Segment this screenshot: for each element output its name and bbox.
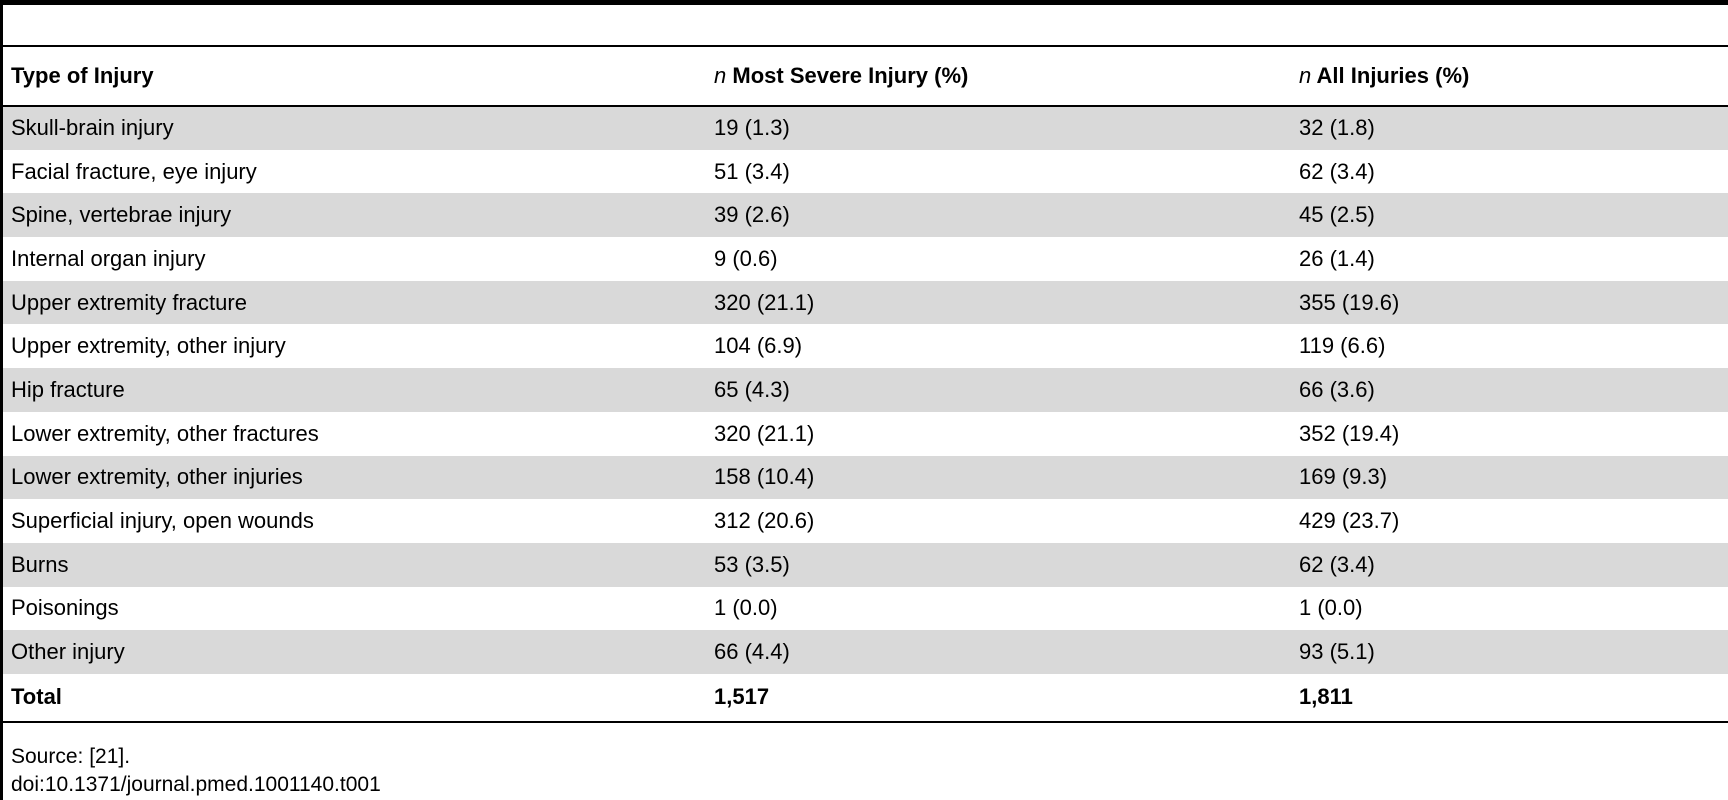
cell-most-severe: 320 (21.1)	[714, 420, 815, 446]
table-row: Other injury 66 (4.4) 93 (5.1)	[3, 630, 1728, 674]
cell-type: Lower extremity, other injuries	[11, 464, 303, 490]
cell-most-severe: 53 (3.5)	[714, 551, 790, 577]
left-rule	[0, 0, 3, 800]
table-row: Hip fracture 65 (4.3) 66 (3.6)	[3, 368, 1728, 412]
table-header-row: Type of Injury n Most Severe Injury (%) …	[3, 46, 1728, 106]
cell-type: Hip fracture	[11, 376, 125, 402]
table-row: Lower extremity, other injuries 158 (10.4…	[3, 455, 1728, 500]
table-row: Upper extremity, other injury 104 (6.9) 11…	[3, 324, 1728, 369]
header-all-label: All Injuries (%)	[1316, 63, 1470, 88]
cell-all: 62 (3.4)	[1299, 551, 1375, 577]
cell-type: Upper extremity fracture	[11, 289, 247, 315]
cell-type: Other injury	[11, 639, 125, 665]
table-row: Upper extremity fracture 320 (21.1) 355 (1…	[3, 280, 1728, 325]
cell-all: 1 (0.0)	[1299, 595, 1363, 621]
table-row: Spine, vertebrae injury 39 (2.6) 45 (2.5)	[3, 193, 1728, 238]
total-most-severe: 1,517	[714, 684, 770, 710]
cell-most-severe: 9 (0.6)	[714, 245, 778, 271]
total-all: 1,811	[1299, 684, 1353, 710]
table-row: Facial fracture, eye injury 51 (3.4) 62 (3…	[3, 149, 1728, 194]
top-rule	[0, 0, 1728, 5]
cell-type: Superficial injury, open wounds	[11, 508, 314, 534]
table-row: Poisonings 1 (0.0) 1 (0.0)	[3, 586, 1728, 631]
cell-most-severe: 39 (2.6)	[714, 202, 790, 228]
cell-type: Facial fracture, eye injury	[11, 158, 257, 184]
table-footnotes: Source: [21]. doi:10.1371/journal.pmed.1…	[11, 743, 381, 799]
cell-type: Burns	[11, 551, 69, 577]
cell-all: 66 (3.6)	[1299, 376, 1375, 402]
cell-all: 352 (19.4)	[1299, 420, 1400, 446]
header-most-severe-injury: n Most Severe Injury (%)	[706, 46, 1291, 106]
cell-all: 45 (2.5)	[1299, 202, 1375, 228]
header-most-severe-label: Most Severe Injury (%)	[732, 63, 969, 88]
header-all-injuries: n All Injuries (%)	[1291, 46, 1728, 106]
table-row: Internal organ injury 9 (0.6) 26 (1.4)	[3, 237, 1728, 281]
cell-most-severe: 158 (10.4)	[714, 464, 815, 490]
cell-all: 355 (19.6)	[1299, 289, 1400, 315]
cell-most-severe: 104 (6.9)	[714, 333, 803, 359]
source-note: Source: [21].	[11, 745, 131, 768]
cell-all: 119 (6.6)	[1299, 333, 1386, 359]
cell-type: Internal organ injury	[11, 245, 206, 271]
table-row: Burns 53 (3.5) 62 (3.4)	[3, 542, 1728, 587]
cell-type: Lower extremity, other fractures	[11, 420, 319, 446]
doi-note: doi:10.1371/journal.pmed.1001140.t001	[11, 773, 381, 796]
cell-type: Poisonings	[11, 595, 119, 621]
cell-most-severe: 320 (21.1)	[714, 289, 815, 315]
cell-all: 62 (3.4)	[1299, 158, 1375, 184]
cell-type: Spine, vertebrae injury	[11, 202, 232, 228]
cell-most-severe: 51 (3.4)	[714, 158, 790, 184]
header-most-severe-n: n	[714, 63, 727, 88]
cell-most-severe: 1 (0.0)	[714, 595, 778, 621]
cell-most-severe: 312 (20.6)	[714, 508, 815, 534]
cell-all: 93 (5.1)	[1299, 639, 1375, 665]
cell-type: Upper extremity, other injury	[11, 333, 286, 359]
total-label: Total	[11, 684, 62, 710]
table-row: Skull-brain injury 19 (1.3) 32 (1.8)	[3, 106, 1728, 150]
cell-all: 169 (9.3)	[1299, 464, 1388, 490]
cell-all: 26 (1.4)	[1299, 245, 1375, 271]
cell-all: 32 (1.8)	[1299, 115, 1375, 141]
table-body: Skull-brain injury 19 (1.3) 32 (1.8) Facial…	[3, 106, 1728, 674]
header-all-n: n	[1299, 63, 1312, 88]
cell-most-severe: 19 (1.3)	[714, 115, 790, 141]
table-total-row: Total 1,517 1,811	[3, 673, 1728, 722]
cell-type: Skull-brain injury	[11, 115, 174, 141]
cell-all: 429 (23.7)	[1299, 508, 1400, 534]
header-type-of-injury: Type of Injury	[11, 63, 154, 88]
injury-table: Type of Injury n Most Severe Injury (%) …	[3, 45, 1728, 723]
table-row: Superficial injury, open wounds 312 (20.6…	[3, 499, 1728, 543]
cell-most-severe: 66 (4.4)	[714, 639, 790, 665]
cell-most-severe: 65 (4.3)	[714, 376, 790, 402]
table-row: Lower extremity, other fractures 320 (21.…	[3, 411, 1728, 456]
